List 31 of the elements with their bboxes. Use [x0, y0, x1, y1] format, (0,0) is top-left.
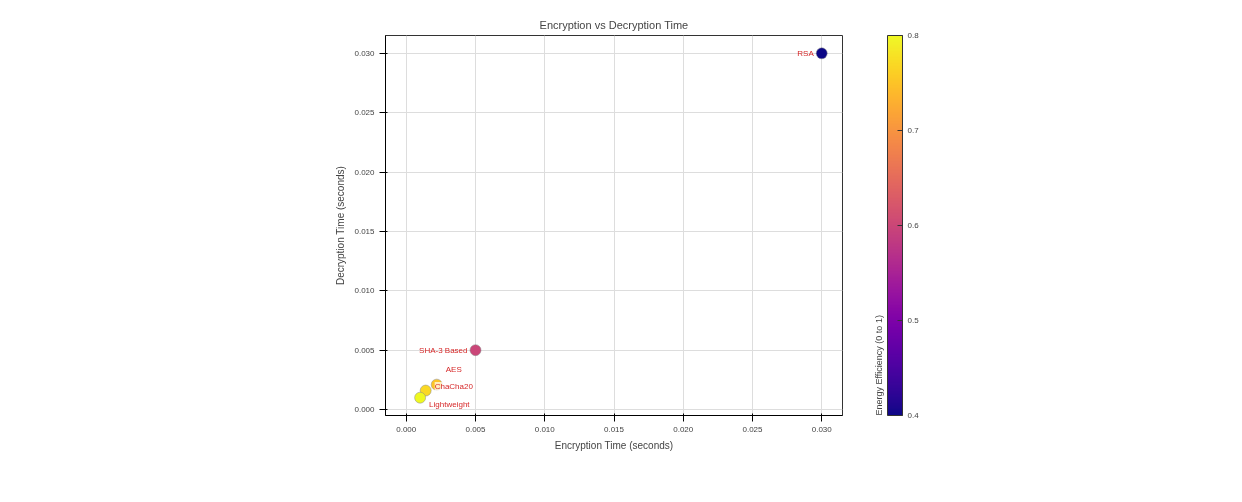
annotation: SHA-3 Based: [419, 345, 468, 355]
color-bar-label: 0.6: [907, 221, 920, 230]
y-axis-title: Decryption Time (seconds): [335, 166, 347, 286]
x-tick-label: 0.010: [534, 424, 556, 434]
annotation: Lightweight: [429, 400, 471, 410]
y-tick-label: 0.020: [354, 167, 376, 177]
point: [815, 47, 828, 60]
annotation: AES: [445, 365, 462, 375]
x-tick-label: 0.025: [742, 424, 764, 434]
y-tick-label: 0.000: [354, 405, 376, 415]
y-tick-label: 0.025: [354, 108, 376, 118]
chart-title: Encryption vs Decryption Time: [539, 18, 689, 31]
color-bar-label: 0.8: [907, 31, 920, 40]
point: [414, 391, 426, 404]
color-bar-title: Energy Efficiency (0 to 1): [873, 315, 884, 416]
y-tick-label: 0.005: [354, 345, 376, 355]
x-tick-label: 0.030: [811, 424, 833, 434]
y-tick-label: 0.010: [354, 286, 376, 296]
x-tick-label: 0.000: [396, 424, 417, 434]
color-bar-label: 0.7: [907, 126, 920, 135]
color-bar-label: 0.4: [907, 411, 920, 420]
x-axis-title: Encryption Time (seconds): [554, 439, 674, 451]
x-tick-label: 0.015: [603, 424, 625, 434]
y-tick-label: 0.015: [354, 226, 376, 236]
annotation: RSA: [797, 48, 815, 58]
x-tick-label: 0.005: [465, 424, 487, 434]
annotation: ChaCha20: [434, 382, 474, 392]
point: [469, 344, 482, 356]
color-bar-label: 0.5: [907, 316, 920, 325]
x-tick-label: 0.020: [673, 424, 694, 434]
y-tick-label: 0.030: [354, 48, 376, 58]
